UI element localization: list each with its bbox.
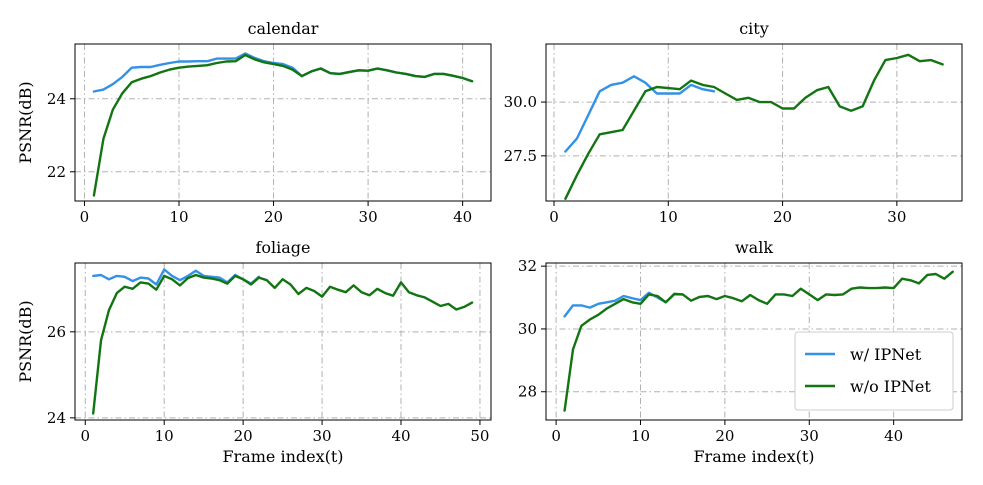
chart-3-x-tick-label: 20: [715, 427, 734, 445]
chart-1-axes-frame: [545, 43, 963, 202]
chart-1-y-tick-label: 27.5: [504, 147, 537, 165]
panel-foliage: 0 10 20 30 40 50 24 26 foliage Frame index(t) PSNR…: [16, 238, 492, 466]
chart-0-x-tick-label: 10: [169, 208, 188, 226]
chart-3-x-axis-label: Frame index(t): [693, 447, 814, 466]
chart-0-title: calendar: [248, 19, 319, 38]
chart-1-series-w-o-ipnet: [564, 53, 944, 201]
chart-0-axes-frame: [74, 43, 492, 202]
chart-2-x-tick-label: 50: [470, 427, 489, 445]
chart-2-y-axis-label: PSNR(dB): [16, 300, 35, 382]
chart-0-series-w-ipnet: [92, 52, 474, 93]
chart-0-y-tick-label: 24: [47, 90, 66, 108]
chart-3-x-tick-label: 10: [631, 427, 650, 445]
chart-3-x-tick-label: 0: [551, 427, 561, 445]
legend-box: [794, 331, 954, 411]
chart-3-x-tick-label: 40: [884, 427, 903, 445]
legend-label-w-o-ipnet: w/o IPNet: [850, 377, 931, 396]
chart-3-title: walk: [735, 238, 773, 257]
chart-3-axes-frame: [545, 262, 963, 421]
chart-1-title: city: [739, 19, 769, 38]
legend-label-w-ipnet: w/ IPNet: [850, 345, 922, 364]
chart-1-series-w-ipnet: [564, 75, 716, 153]
chart-0-x-tick-label: 0: [80, 208, 90, 226]
chart-2-x-tick-label: 0: [80, 427, 90, 445]
panel-city: 0 10 20 30 27.5 30.0 city: [504, 19, 963, 226]
chart-2-y-tick-label: 24: [47, 409, 66, 427]
chart-0-x-tick-label: 30: [359, 208, 378, 226]
chart-2-axes-frame: [74, 262, 492, 421]
chart-1-y-tick-label: 30.0: [504, 93, 537, 111]
chart-2-x-axis-label: Frame index(t): [222, 447, 343, 466]
chart-3-series-w-ipnet: [563, 291, 684, 318]
chart-3-x-tick-label: 30: [800, 427, 819, 445]
chart-2-x-tick-label: 10: [155, 427, 174, 445]
chart-3-y-tick-label: 32: [518, 257, 537, 275]
panel-calendar: 0 10 20 30 40 22 24 calendar PSNR(dB): [16, 19, 492, 226]
chart-1-x-tick-label: 30: [887, 208, 906, 226]
chart-3-y-tick-label: 28: [518, 383, 537, 401]
chart-2-title: foliage: [255, 238, 310, 257]
chart-0-y-axis-label: PSNR(dB): [16, 81, 35, 163]
legend: w/ IPNet w/o IPNet: [794, 331, 954, 411]
chart-2-y-tick-label: 26: [47, 323, 66, 341]
chart-1-x-tick-label: 0: [549, 208, 559, 226]
chart-1-x-tick-label: 10: [659, 208, 678, 226]
chart-0-x-tick-label: 40: [453, 208, 472, 226]
chart-0-x-tick-label: 20: [264, 208, 283, 226]
chart-2-x-tick-label: 40: [391, 427, 410, 445]
chart-3-series-w-o-ipnet: [563, 270, 954, 412]
chart-3-y-tick-label: 30: [518, 320, 537, 338]
chart-1-x-tick-label: 20: [773, 208, 792, 226]
chart-2-x-tick-label: 20: [234, 427, 253, 445]
chart-0-y-tick-label: 22: [47, 163, 66, 181]
chart-0-series-w-o-ipnet: [92, 53, 474, 197]
chart-2-x-tick-label: 30: [313, 427, 332, 445]
panel-walk: 0 10 20 30 40 28 30 32 walk Frame index(t): [518, 238, 963, 466]
chart-2-series-w-o-ipnet: [91, 273, 474, 415]
